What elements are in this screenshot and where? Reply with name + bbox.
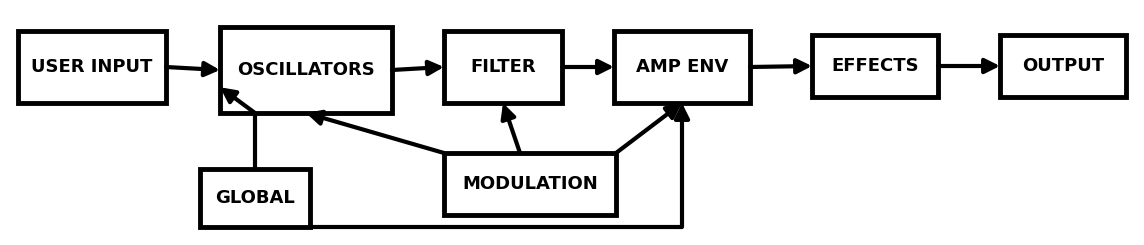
Bar [220,27,392,113]
Text: FILTER: FILTER [470,58,535,76]
Bar [1000,35,1126,97]
Text: AMP ENV: AMP ENV [636,58,728,76]
Text: MODULATION: MODULATION [462,175,598,193]
Text: OUTPUT: OUTPUT [1022,57,1104,75]
Bar [18,31,166,103]
Bar [444,31,562,103]
Bar [812,35,938,97]
Bar [200,169,310,227]
Text: EFFECTS: EFFECTS [832,57,919,75]
Text: USER INPUT: USER INPUT [31,58,152,76]
Bar [614,31,750,103]
Text: OSCILLATORS: OSCILLATORS [237,61,375,79]
Bar [444,153,615,215]
Text: GLOBAL: GLOBAL [215,189,295,207]
